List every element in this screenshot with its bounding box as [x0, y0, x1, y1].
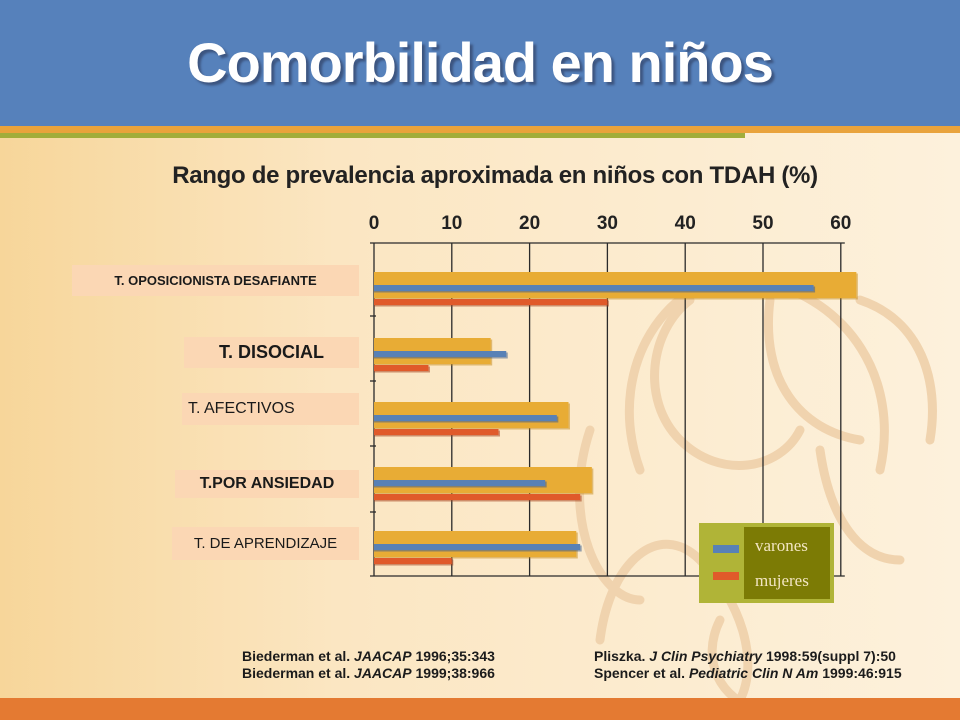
bar-varones-4	[374, 480, 546, 486]
x-tick-label: 10	[441, 213, 462, 234]
x-tick-label: 30	[597, 213, 618, 234]
bar-mujeres-3	[374, 429, 499, 435]
bar-varones-1	[374, 285, 814, 291]
x-tick-label: 60	[830, 213, 851, 234]
bar-varones-5	[374, 544, 581, 550]
category-label: T.POR ANSIEDAD	[175, 470, 359, 498]
bar-mujeres-2	[374, 365, 429, 371]
category-label: T. DE APRENDIZAJE	[172, 527, 359, 560]
bottom-bar	[0, 698, 960, 720]
category-label: T. AFECTIVOS	[182, 393, 359, 425]
bar-varones-3	[374, 415, 557, 421]
references-left: Biederman et al. JAACAP 1996;35:343 Bied…	[242, 648, 495, 682]
accent-stripe-olive	[0, 133, 745, 138]
category-label: T. OPOSICIONISTA DESAFIANTE	[72, 265, 359, 296]
legend-swatch-mujeres	[713, 572, 739, 580]
legend-panel	[744, 527, 830, 599]
x-tick-label: 40	[675, 213, 696, 234]
references-right: Pliszka. J Clin Psychiatry 1998:59(suppl…	[594, 648, 902, 682]
bar-mujeres-1	[374, 299, 608, 305]
bar-varones-2	[374, 351, 507, 357]
x-tick-label: 0	[369, 213, 380, 234]
header-band	[0, 0, 960, 126]
slide-title: Comorbilidad en niños	[187, 31, 774, 94]
reference-line: Biederman et al. JAACAP 1999;38:966	[242, 665, 495, 681]
legend-swatch-varones	[713, 545, 739, 553]
x-tick-label: 20	[519, 213, 540, 234]
accent-stripe-orange	[0, 126, 960, 133]
bar-mujeres-5	[374, 558, 452, 564]
legend-label-mujeres: mujeres	[755, 571, 809, 590]
reference-line: Spencer et al. Pediatric Clin N Am 1999:…	[594, 665, 902, 681]
reference-line: Biederman et al. JAACAP 1996;35:343	[242, 648, 495, 664]
x-tick-label: 50	[752, 213, 773, 234]
legend-label-varones: varones	[755, 536, 808, 555]
reference-line: Pliszka. J Clin Psychiatry 1998:59(suppl…	[594, 648, 896, 664]
legend: varones mujeres	[699, 523, 834, 603]
bar-mujeres-4	[374, 494, 581, 500]
chart-title: Rango de prevalencia aproximada en niños…	[172, 162, 818, 189]
category-label: T. DISOCIAL	[184, 337, 359, 368]
